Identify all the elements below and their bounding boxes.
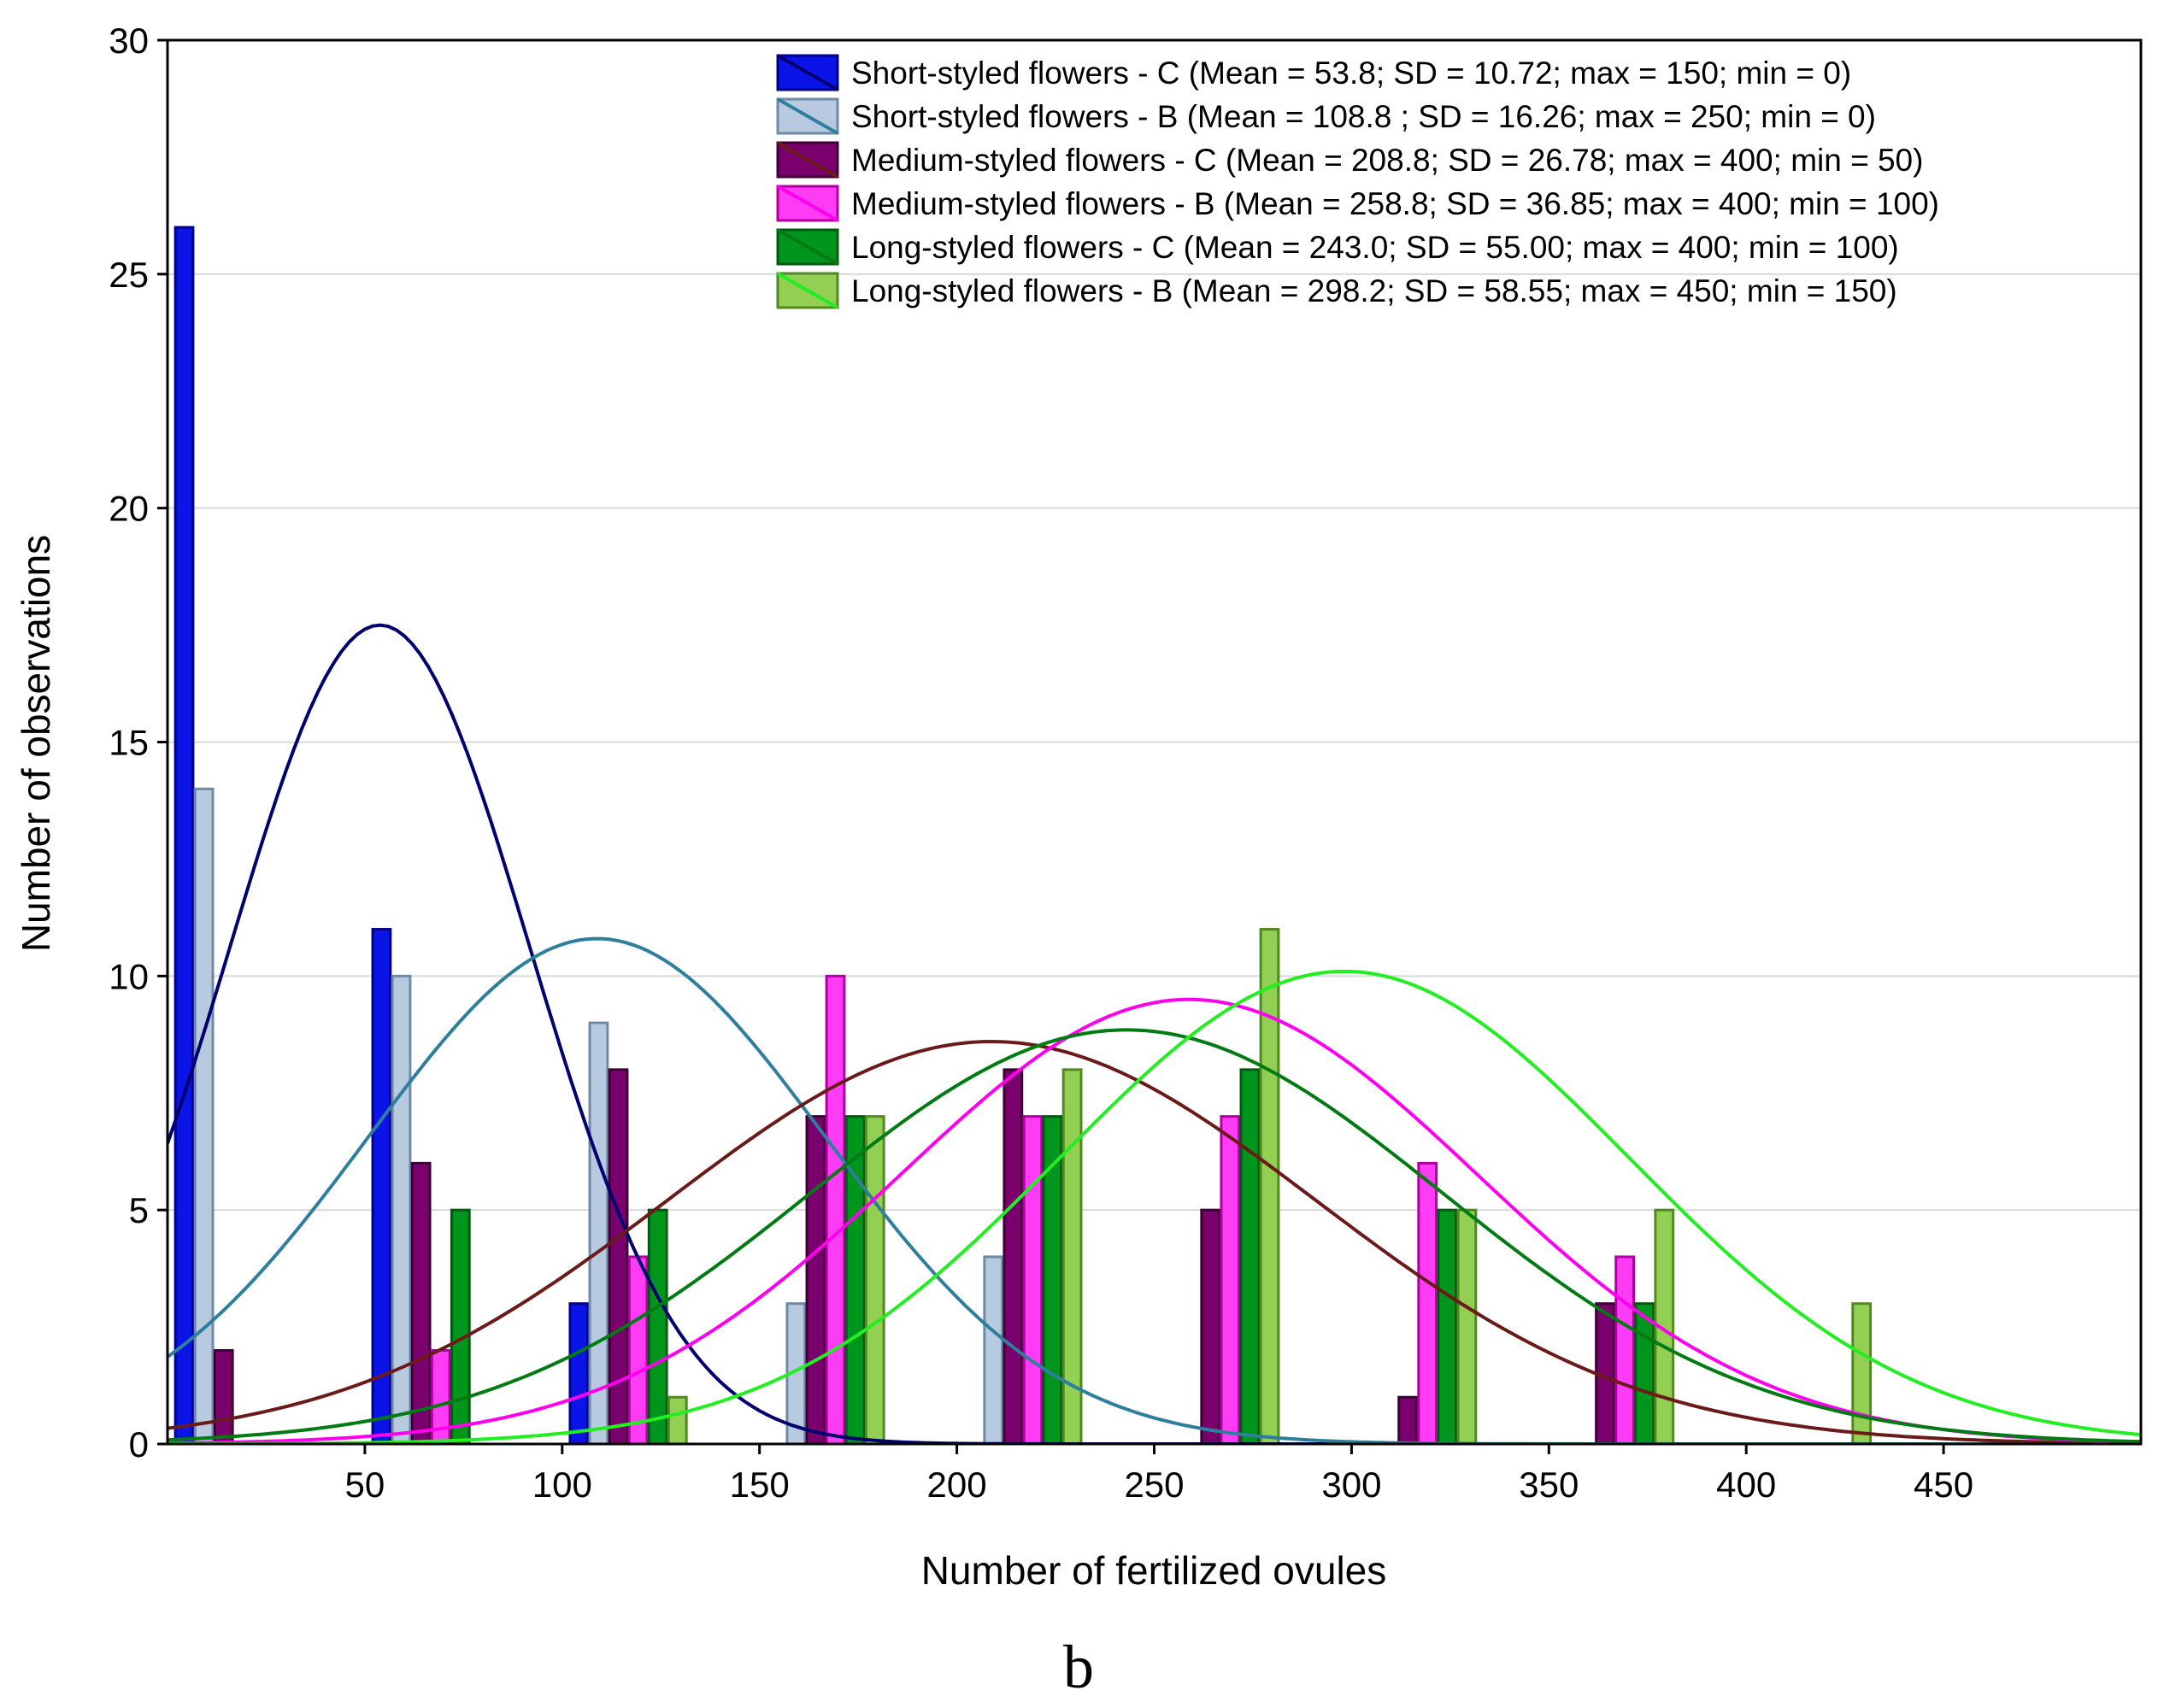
normal-fit-curves	[168, 623, 2141, 1444]
bar-s3-bin6	[1200, 1208, 1221, 1446]
fit-curve-s2	[168, 936, 2141, 1444]
bar-s5-bin6	[1239, 1068, 1261, 1446]
fit-curve-s5	[168, 1028, 2141, 1444]
bar-s6-bin3	[667, 1395, 688, 1446]
x-tick-label-50: 50	[345, 1464, 385, 1505]
y-axis-title: Number of observations	[14, 535, 58, 952]
x-tick-label-350: 350	[1519, 1464, 1579, 1505]
legend-curve-s3	[777, 141, 838, 179]
bar-s3-bin5	[1003, 1068, 1024, 1446]
legend-label-s5: Long-styled flowers - C (Mean = 243.0; S…	[851, 230, 1899, 265]
panel-label: b	[1063, 1633, 1094, 1701]
legend-curve-s6	[777, 272, 838, 309]
fit-curve-s4	[168, 997, 2141, 1444]
bar-s2-bin3	[588, 1021, 609, 1446]
bar-s5-bin2	[450, 1208, 471, 1446]
bar-s1-bin2	[371, 928, 392, 1446]
y-tick-label-15: 15	[109, 723, 149, 763]
x-tick-label-400: 400	[1716, 1464, 1776, 1505]
bar-s5-bin3	[647, 1208, 668, 1446]
x-tick-label-200: 200	[927, 1464, 987, 1505]
bar-s1-bin3	[568, 1302, 590, 1446]
legend: Short-styled flowers - C (Mean = 53.8; S…	[776, 54, 1939, 309]
legend-curve-s5	[777, 228, 838, 266]
bar-s1-bin1	[173, 226, 195, 1446]
bar-s4-bin7	[1417, 1161, 1438, 1446]
bar-s4-bin6	[1220, 1115, 1241, 1446]
y-tick-label-10: 10	[109, 956, 149, 996]
y-tick-label-0: 0	[129, 1424, 149, 1464]
bar-s2-bin1	[193, 787, 215, 1446]
legend-label-s3: Medium-styled flowers - C (Mean = 208.8;…	[851, 143, 1923, 178]
legend-curve-s2	[777, 97, 838, 135]
fit-curve-s1	[168, 623, 2141, 1444]
bar-s6-bin9	[1851, 1302, 1873, 1446]
y-tick-label-30: 30	[109, 21, 149, 61]
fit-curve-s6	[168, 969, 2141, 1444]
legend-label-s4: Medium-styled flowers - B (Mean = 258.8;…	[851, 186, 1939, 221]
bar-s5-bin7	[1437, 1208, 1458, 1446]
legend-label-s2: Short-styled flowers - B (Mean = 108.8 ;…	[851, 99, 1876, 134]
x-tick-label-450: 450	[1914, 1464, 1973, 1505]
legend-curve-s4	[777, 185, 838, 222]
x-tick-label-300: 300	[1321, 1464, 1381, 1505]
axis-ticks: 0 5 10 15 20 25 30 50 100 150 200 250 300 350 400 450	[109, 21, 1973, 1505]
x-tick-label-150: 150	[730, 1464, 790, 1505]
legend-curve-s1	[777, 54, 838, 91]
bar-s4-bin4	[825, 974, 846, 1446]
bar-s3-bin4	[805, 1115, 826, 1446]
bar-s3-bin2	[410, 1161, 432, 1446]
y-tick-label-5: 5	[129, 1190, 149, 1230]
bar-s4-bin3	[627, 1255, 649, 1446]
bar-s2-bin2	[391, 974, 412, 1446]
x-tick-label-250: 250	[1124, 1464, 1184, 1505]
bar-s6-bin4	[864, 1115, 885, 1446]
bar-s5-bin8	[1634, 1302, 1655, 1446]
gridlines	[168, 273, 2141, 1212]
bar-s4-bin5	[1022, 1115, 1044, 1446]
legend-label-s6: Long-styled flowers - B (Mean = 298.2; S…	[851, 273, 1897, 308]
x-axis-title: Number of fertilized ovules	[921, 1548, 1387, 1593]
legend-label-s1: Short-styled flowers - C (Mean = 53.8; S…	[851, 56, 1851, 91]
bar-s4-bin8	[1614, 1255, 1636, 1446]
bar-s3-bin1	[213, 1348, 234, 1446]
y-tick-label-25: 25	[109, 255, 149, 295]
bar-s2-bin5	[983, 1255, 1004, 1446]
histogram-bars	[173, 226, 1873, 1446]
x-tick-label-100: 100	[532, 1464, 592, 1505]
bar-s3-bin3	[608, 1068, 629, 1446]
bar-s6-bin6	[1259, 928, 1280, 1446]
y-tick-label-20: 20	[109, 489, 149, 529]
bar-s3-bin7	[1397, 1395, 1419, 1446]
bar-s6-bin7	[1456, 1208, 1478, 1446]
fit-curve-s3	[168, 1039, 2141, 1444]
